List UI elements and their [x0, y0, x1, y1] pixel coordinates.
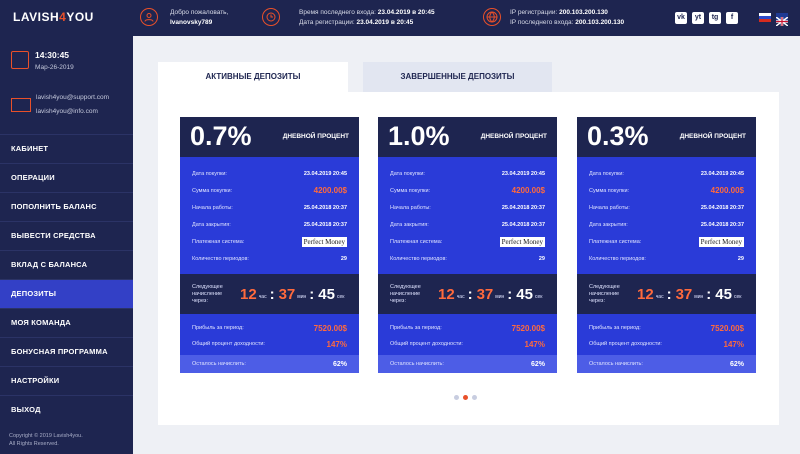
sidebar-menu: КАБИНЕТ ОПЕРАЦИИ ПОПОЛНИТЬ БАЛАНС ВЫВЕСТ…: [0, 134, 133, 424]
purchase-date-row: Дата покупки: 23.04.2019 20:45: [390, 170, 545, 177]
ru-flag-icon[interactable]: [759, 13, 771, 22]
profit-row: Прибыль за период: 7520.00$: [192, 323, 347, 333]
sidebar-item-deposit-funds[interactable]: ПОПОЛНИТЬ БАЛАНС: [0, 192, 133, 221]
sidebar-item-team[interactable]: МОЯ КОМАНДА: [0, 308, 133, 337]
perfect-money-logo: Perfect Money: [698, 236, 744, 247]
clock-icon: [262, 8, 280, 26]
carousel-dot[interactable]: [463, 395, 468, 400]
carousel-dot[interactable]: [454, 395, 459, 400]
youtube-icon[interactable]: yt: [692, 12, 704, 24]
countdown-timer: Следующее начисление через: 12 час : 37 мин …: [180, 274, 359, 314]
timer-hours: 12: [240, 285, 257, 303]
periods-row: Количество периодов: 29: [589, 255, 744, 262]
timer-minutes: 37: [476, 285, 494, 303]
timer-hours: 12: [637, 285, 654, 303]
calendar-icon: [11, 51, 29, 69]
carousel-dot[interactable]: [472, 395, 477, 400]
start-date-row: Начала работы: 25.04.2018 20:37: [390, 204, 545, 211]
profit-row: Прибыль за период: 7520.00$: [390, 323, 545, 333]
remaining-row: Осталось начислить: 62%: [378, 355, 557, 373]
timer-minutes: 37: [278, 285, 296, 303]
timer-seconds: 45: [715, 285, 732, 303]
total-percent-row: Общий процент доходности: 147%: [192, 339, 347, 349]
purchase-sum-row: Сумма покупки: 4200.00$: [192, 186, 347, 195]
daily-percent-label: ДНЕВНОЙ ПРОЦЕНТ: [679, 133, 746, 140]
welcome-text: Добро пожаловать, Ivanovsky789: [170, 9, 229, 26]
close-date-row: Дата закрытия: 25.04.2018 20:37: [589, 221, 744, 228]
daily-percent-label: ДНЕВНОЙ ПРОЦЕНТ: [282, 133, 349, 140]
remaining-row: Осталось начислить: 62%: [577, 355, 756, 373]
perfect-money-logo: Perfect Money: [301, 236, 347, 247]
close-date-row: Дата закрытия: 25.04.2018 20:37: [390, 221, 545, 228]
tab-completed-deposits[interactable]: ЗАВЕРШЕННЫЕ ДЕПОЗИТЫ: [363, 62, 552, 92]
purchase-sum-row: Сумма покупки: 4200.00$: [390, 186, 545, 195]
card-header: 0.7% ДНЕВНОЙ ПРОЦЕНТ: [180, 117, 359, 157]
sidebar: 14:30:45 Мар-26-2019 lavish4you@support.…: [0, 36, 133, 454]
login-info: Время последнего входа: 23.04.2019 в 20:…: [299, 9, 435, 26]
countdown-timer: Следующее начисление через: 12 час : 37 мин …: [378, 274, 557, 314]
perfect-money-logo: Perfect Money: [499, 236, 545, 247]
sidebar-item-cabinet[interactable]: КАБИНЕТ: [0, 134, 133, 163]
deposit-card: 0.7% ДНЕВНОЙ ПРОЦЕНТ Дата покупки: 23.04.…: [180, 117, 359, 373]
info-email[interactable]: lavish4you@info.com: [36, 108, 98, 115]
daily-percent: 0.3%: [587, 121, 649, 151]
timer-seconds: 45: [516, 285, 533, 303]
daily-percent: 1.0%: [388, 121, 450, 151]
sidebar-item-settings[interactable]: НАСТРОЙКИ: [0, 366, 133, 395]
deposit-card: 1.0% ДНЕВНОЙ ПРОЦЕНТ Дата покупки: 23.04.…: [378, 117, 557, 373]
copyright: Copyright © 2019 Lavish4you. All Rights R…: [9, 433, 83, 447]
card-header: 1.0% ДНЕВНОЙ ПРОЦЕНТ: [378, 117, 557, 157]
facebook-icon[interactable]: f: [726, 12, 738, 24]
total-percent-row: Общий процент доходности: 147%: [589, 339, 744, 349]
periods-row: Количество периодов: 29: [390, 255, 545, 262]
uk-flag-icon[interactable]: [775, 13, 789, 27]
daily-percent: 0.7%: [190, 121, 252, 151]
timer-minutes: 37: [675, 285, 693, 303]
total-percent-row: Общий процент доходности: 147%: [390, 339, 545, 349]
sidebar-item-deposits[interactable]: ДЕПОЗИТЫ: [0, 279, 133, 308]
timer-hours: 12: [438, 285, 455, 303]
logo[interactable]: LAVISH4YOU: [13, 10, 94, 24]
countdown-timer: Следующее начисление через: 12 час : 37 мин …: [577, 274, 756, 314]
card-header: 0.3% ДНЕВНОЙ ПРОЦЕНТ: [577, 117, 756, 157]
timer-seconds: 45: [318, 285, 335, 303]
vk-icon[interactable]: vk: [675, 12, 687, 24]
deposit-card: 0.3% ДНЕВНОЙ ПРОЦЕНТ Дата покупки: 23.04.…: [577, 117, 756, 373]
close-date-row: Дата закрытия: 25.04.2018 20:37: [192, 221, 347, 228]
carousel-dots: [454, 395, 477, 400]
payment-system-row: Платежная система: Perfect Money: [589, 236, 744, 247]
purchase-sum-row: Сумма покупки: 4200.00$: [589, 186, 744, 195]
mail-icon: [11, 98, 31, 112]
sidebar-item-operations[interactable]: ОПЕРАЦИИ: [0, 163, 133, 192]
payment-system-row: Платежная система: Perfect Money: [192, 236, 347, 247]
support-email[interactable]: lavish4you@support.com: [36, 94, 110, 101]
globe-icon: [483, 8, 501, 26]
top-bar: LAVISH4YOU Добро пожаловать, Ivanovsky789…: [0, 0, 800, 36]
ip-info: IP регистрации: 200.103.200.130 IP после…: [510, 9, 625, 26]
current-time: 14:30:45: [35, 50, 70, 60]
start-date-row: Начала работы: 25.04.2018 20:37: [589, 204, 744, 211]
telegram-icon[interactable]: tg: [709, 12, 721, 24]
profit-row: Прибыль за период: 7520.00$: [589, 323, 744, 333]
sidebar-item-bonus[interactable]: БОНУСНАЯ ПРОГРАММА: [0, 337, 133, 366]
sidebar-item-invest-from-balance[interactable]: ВКЛАД С БАЛАНСА: [0, 250, 133, 279]
sidebar-item-withdraw[interactable]: ВЫВЕСТИ СРЕДСТВА: [0, 221, 133, 250]
daily-percent-label: ДНЕВНОЙ ПРОЦЕНТ: [480, 133, 547, 140]
remaining-row: Осталось начислить: 62%: [180, 355, 359, 373]
payment-system-row: Платежная система: Perfect Money: [390, 236, 545, 247]
periods-row: Количество периодов: 29: [192, 255, 347, 262]
purchase-date-row: Дата покупки: 23.04.2019 20:45: [589, 170, 744, 177]
start-date-row: Начала работы: 25.04.2018 20:37: [192, 204, 347, 211]
sidebar-item-logout[interactable]: ВЫХОД: [0, 395, 133, 424]
user-icon: [140, 8, 158, 26]
current-date: Мар-26-2019: [35, 64, 74, 71]
tab-active-deposits[interactable]: АКТИВНЫЕ ДЕПОЗИТЫ: [158, 62, 348, 92]
purchase-date-row: Дата покупки: 23.04.2019 20:45: [192, 170, 347, 177]
